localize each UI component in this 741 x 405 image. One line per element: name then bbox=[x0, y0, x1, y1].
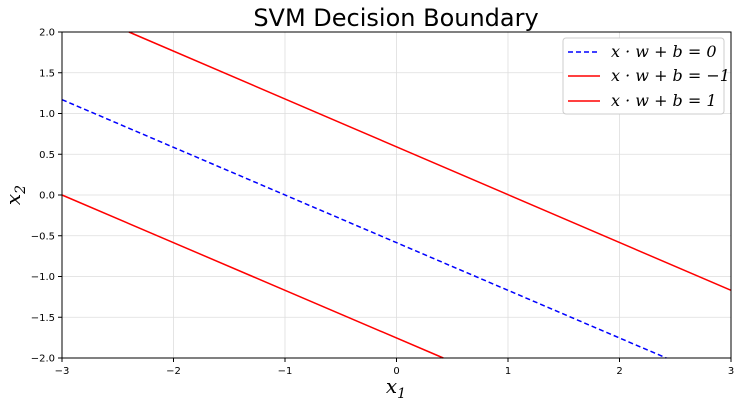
x-tick-label: 3 bbox=[728, 366, 734, 377]
y-axis-label: x2 bbox=[1, 185, 29, 205]
legend-box bbox=[562, 37, 725, 115]
margin-positive-line bbox=[61, 194, 444, 359]
y-tick-label: −0.5 bbox=[31, 231, 55, 242]
x-tick-label: 1 bbox=[505, 366, 511, 377]
legend-label-decision-boundary: x · w + b = 0 bbox=[611, 42, 717, 61]
x-axis-label-subscript: 1 bbox=[397, 386, 406, 402]
y-tick-label: 1.5 bbox=[39, 68, 55, 79]
legend: x · w + b = 0 x · w + b = −1 x · w + b =… bbox=[562, 37, 730, 115]
y-axis-label-main: x bbox=[1, 194, 25, 205]
x-tick-label: 2 bbox=[616, 366, 622, 377]
y-tick-label: −2.0 bbox=[31, 354, 55, 365]
decision-boundary-line bbox=[61, 98, 667, 359]
legend-label-margin-positive: x · w + b = 1 bbox=[611, 91, 717, 110]
y-tick-label: 0.5 bbox=[39, 150, 55, 161]
y-tick-label: −1.5 bbox=[31, 313, 55, 324]
y-tick-label: 0.0 bbox=[39, 191, 55, 202]
x-axis-label-main: x bbox=[386, 374, 397, 398]
y-tick-label: −1.0 bbox=[31, 272, 55, 283]
y-tick-label: 2.0 bbox=[39, 28, 55, 39]
legend-label-margin-negative: x · w + b = −1 bbox=[611, 66, 730, 85]
margin-negative-line bbox=[128, 31, 732, 292]
chart-title: SVM Decision Boundary bbox=[253, 4, 538, 32]
x-tick-label: −2 bbox=[166, 366, 181, 377]
x-tick-label: −1 bbox=[278, 366, 293, 377]
y-tick-label: 1.0 bbox=[39, 109, 55, 120]
x-axis-label: x1 bbox=[386, 374, 406, 402]
series-lines bbox=[61, 31, 732, 359]
x-tick-label: −3 bbox=[55, 366, 70, 377]
y-axis-label-subscript: 2 bbox=[13, 185, 29, 195]
ticks: −3 −2 −1 0 1 2 3 −2.0 −1.5 −1.0 −0.5 0.0 0.5 1.0 1.5 2.… bbox=[31, 28, 734, 378]
x-tick-label: 0 bbox=[393, 366, 399, 377]
